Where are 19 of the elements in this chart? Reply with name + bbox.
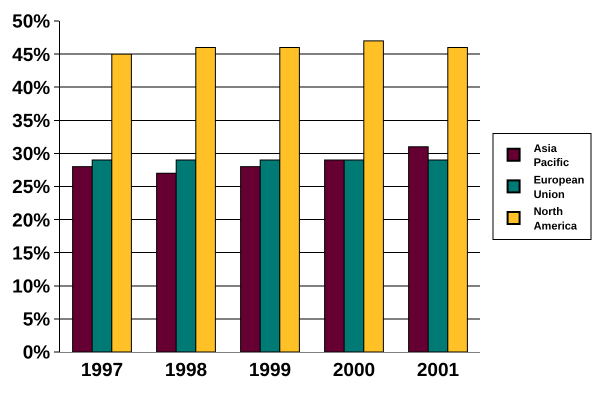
legend-label: Asia Pacific — [534, 142, 570, 170]
x-tick-label: 2000 — [332, 360, 376, 381]
y-tick-label: 5% — [22, 310, 50, 331]
y-tick-label: 40% — [12, 78, 50, 99]
y-tick-label: 20% — [12, 210, 50, 232]
x-tick-label: 2001 — [416, 360, 460, 381]
y-tick-label: 10% — [12, 276, 50, 298]
y-tick-label: 25% — [12, 177, 50, 198]
y-tick-label: 50% — [12, 12, 50, 33]
y-tick-label: 30% — [12, 144, 50, 166]
y-tick-label: 45% — [12, 44, 50, 66]
x-tick-label: 1997 — [80, 360, 124, 381]
x-tick-label: 1999 — [248, 360, 292, 381]
x-tick-label: 1998 — [164, 360, 208, 381]
legend-label: North America — [534, 206, 578, 232]
legend-label: European Union — [534, 174, 585, 201]
y-tick-label: 15% — [12, 243, 50, 264]
y-tick-label: 35% — [12, 110, 50, 132]
y-tick-label: 0% — [22, 342, 50, 364]
